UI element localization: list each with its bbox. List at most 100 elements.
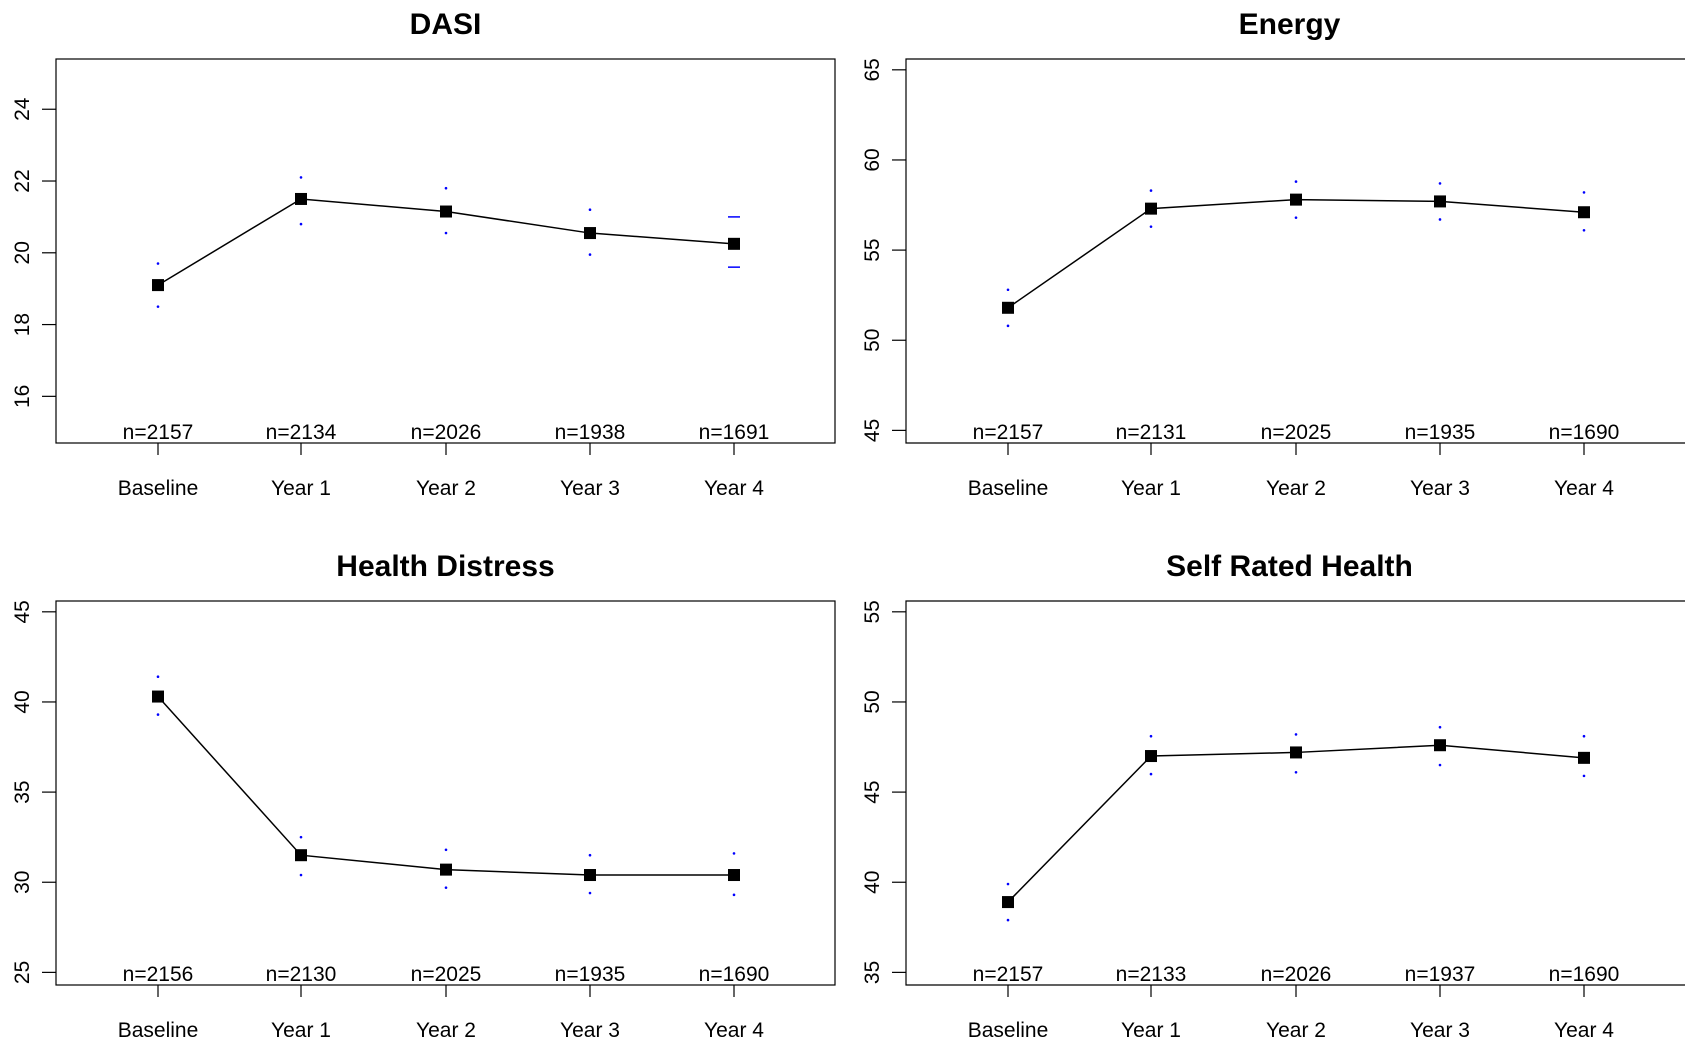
sample-size-label: n=1937 [1405, 963, 1476, 986]
y-tick-label: 25 [11, 961, 34, 984]
data-point-marker [728, 237, 740, 250]
ci-upper-dot [1149, 189, 1153, 192]
ci-upper-dot [156, 675, 160, 679]
y-tick-label: 22 [11, 169, 34, 192]
y-tick-label: 40 [11, 690, 34, 713]
ci-lower-dot [1006, 324, 1010, 328]
data-point-marker [295, 192, 307, 205]
x-tick-label: Year 4 [704, 477, 764, 500]
y-tick-label: 20 [11, 241, 34, 264]
ci-upper-dot [1149, 734, 1153, 738]
chart-title: DASI [410, 8, 482, 41]
sample-size-label: n=1935 [555, 963, 626, 986]
chart-panel-3: Health Distress 25 30 35 40 45 Baseline Year 1 Y… [11, 550, 836, 1042]
data-point-marker [1145, 750, 1157, 763]
data-point-marker [152, 279, 164, 292]
data-point-marker [1290, 193, 1302, 206]
y-tick-label: 55 [861, 238, 884, 261]
ci-upper-dot [588, 208, 592, 212]
y-tick-label: 45 [11, 600, 34, 623]
sample-size-label: n=1690 [1549, 421, 1620, 444]
x-tick-label: Year 4 [704, 1019, 764, 1042]
x-tick-label: Baseline [118, 477, 199, 500]
ci-upper-dot [299, 176, 303, 179]
x-tick-label: Year 2 [1266, 1019, 1326, 1042]
x-tick-label: Year 1 [271, 1019, 331, 1042]
series-line [1007, 198, 1585, 309]
y-tick-label: 50 [861, 690, 884, 713]
ci-lower-dot [1582, 774, 1586, 778]
data-point-marker [152, 690, 164, 703]
y-tick-label: 55 [861, 600, 884, 623]
x-tick-label: Baseline [968, 477, 1049, 500]
data-point-marker [1434, 739, 1446, 752]
x-tick-label: Year 1 [271, 477, 331, 500]
series-line [1007, 744, 1585, 903]
ci-upper-dot [732, 852, 736, 855]
ci-upper-dot [1294, 733, 1298, 736]
ci-upper-dot [156, 262, 160, 265]
ci-lower-dot [588, 253, 592, 256]
data-point-marker [1290, 746, 1302, 759]
ci-upper-dot [1006, 288, 1010, 292]
ci-upper-dot [444, 848, 448, 852]
ci-lower-dot [1294, 770, 1298, 774]
data-point-marker [1002, 896, 1014, 909]
y-tick-label: 65 [861, 58, 884, 81]
ci-lower-dot [588, 891, 592, 895]
sample-size-label: n=2025 [1261, 421, 1332, 444]
ci-lower-dot [1149, 225, 1153, 228]
ci-lower-dot [1149, 772, 1153, 776]
sample-size-label: n=2131 [1116, 421, 1187, 444]
ci-upper-dot [1438, 182, 1442, 185]
ci-upper-dot [1438, 725, 1442, 729]
ci-lower-dot [299, 873, 303, 877]
plot-frame [55, 58, 836, 444]
ci-lower-dot [1006, 918, 1010, 922]
y-tick-label: 35 [861, 961, 884, 984]
data-point-marker [584, 869, 596, 882]
ci-lower-dot [732, 893, 736, 897]
sample-size-label: n=2134 [266, 421, 337, 444]
ci-lower-dot [156, 305, 160, 308]
sample-size-label: n=1935 [1405, 421, 1476, 444]
x-tick-label: Year 2 [416, 1019, 476, 1042]
x-tick-label: Year 1 [1121, 477, 1181, 500]
y-tick-label: 30 [11, 871, 34, 894]
chart-title: Health Distress [336, 550, 554, 583]
sample-size-label: n=1690 [699, 963, 770, 986]
x-tick-label: Year 2 [416, 477, 476, 500]
ci-upper-dot [1582, 734, 1586, 738]
ci-upper-dot [1294, 180, 1298, 183]
chart-panel-2: Energy 45 50 55 60 65 Baseline Year 1 Year 2 Year… [861, 8, 1685, 500]
sample-size-label: n=2026 [1261, 963, 1332, 986]
sample-size-label: n=2157 [973, 963, 1044, 986]
y-tick-label: 35 [11, 780, 34, 803]
x-tick-label: Baseline [968, 1019, 1049, 1042]
sample-size-label: n=2156 [123, 963, 194, 986]
data-point-marker [440, 863, 452, 876]
x-tick-label: Year 3 [560, 477, 620, 500]
ci-lower-dot [444, 231, 448, 235]
x-tick-label: Year 4 [1554, 1019, 1614, 1042]
sample-size-label: n=1938 [555, 421, 626, 444]
x-tick-label: Year 3 [1410, 1019, 1470, 1042]
data-point-marker [295, 849, 307, 862]
data-point-marker [1578, 206, 1590, 219]
x-tick-label: Year 3 [1410, 477, 1470, 500]
y-tick-label: 45 [861, 780, 884, 803]
sample-size-label: n=2133 [1116, 963, 1187, 986]
sample-size-label: n=2157 [973, 421, 1044, 444]
data-point-marker [1434, 195, 1446, 208]
chart-panel-4: Self Rated Health 35 40 45 50 55 Baseline Year … [861, 550, 1685, 1042]
ci-lower-dot [299, 222, 303, 226]
ci-lower-dot [1438, 218, 1442, 221]
y-tick-label: 60 [861, 148, 884, 171]
x-tick-label: Baseline [118, 1019, 199, 1042]
y-tick-label: 40 [861, 871, 884, 894]
data-point-marker [728, 869, 740, 882]
data-point-marker [1002, 301, 1014, 314]
sample-size-label: n=2157 [123, 421, 194, 444]
ci-lower-dot [444, 886, 448, 889]
